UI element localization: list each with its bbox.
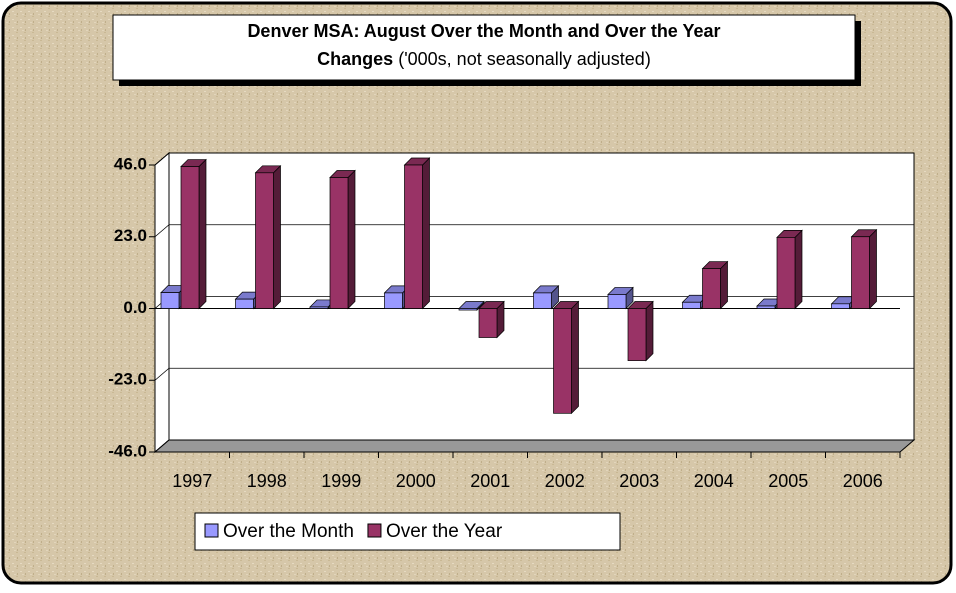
title-box xyxy=(112,14,856,81)
x-tick-label: 1999 xyxy=(321,471,361,491)
legend-swatch xyxy=(204,523,219,538)
legend-swatch xyxy=(367,523,382,538)
bar xyxy=(255,172,274,309)
bar xyxy=(180,166,200,309)
bar-side xyxy=(794,229,803,310)
grid-line-side xyxy=(154,152,170,166)
bar xyxy=(553,308,572,414)
bar-side xyxy=(869,228,877,310)
x-tick-label: 2002 xyxy=(545,471,585,491)
chart-title: Changes xyxy=(317,49,393,69)
bar-side xyxy=(198,158,207,310)
y-tick-label: 23.0 xyxy=(114,226,147,245)
plot-area: -46.0 -23.0 0.0 23.0 46.0 1997 1998 1999 2000 200… xyxy=(108,151,916,491)
bar xyxy=(851,236,870,309)
bar xyxy=(533,292,552,309)
floor xyxy=(153,439,916,453)
legend-label: Over the Month xyxy=(223,521,354,542)
bar xyxy=(458,308,478,311)
bar xyxy=(756,305,776,309)
bar-side xyxy=(720,260,728,310)
bar xyxy=(682,301,701,309)
bar-side xyxy=(571,300,579,415)
x-tick-label: 2003 xyxy=(619,471,659,491)
x-tick-label: 2000 xyxy=(396,471,436,491)
x-tick-label: 1998 xyxy=(247,471,287,491)
bar xyxy=(235,298,254,309)
x-tick-label: 2004 xyxy=(694,471,734,491)
y-tick-label: 46.0 xyxy=(114,154,147,173)
bar-side xyxy=(347,169,356,310)
grid-line-side xyxy=(154,439,170,453)
bar xyxy=(160,292,180,309)
bar-side xyxy=(645,300,654,362)
bar xyxy=(627,308,647,361)
legend-box xyxy=(194,512,621,551)
bar xyxy=(702,268,721,309)
y-tick-label: 0.0 xyxy=(123,298,147,317)
bar xyxy=(478,308,498,338)
bar xyxy=(776,237,796,309)
bar xyxy=(607,294,627,309)
x-tick-label: 1997 xyxy=(172,471,212,491)
grid-line-side xyxy=(154,367,170,381)
legend-label: Over the Year xyxy=(386,521,503,542)
subtitle: ('000s, not seasonally adjusted) xyxy=(398,49,651,69)
x-tick-label: 2006 xyxy=(843,471,883,491)
bar xyxy=(831,303,850,309)
x-tick-label: 2001 xyxy=(470,471,510,491)
y-tick-label: -23.0 xyxy=(108,370,147,389)
bar-side xyxy=(273,164,281,310)
bar xyxy=(309,306,329,309)
bar xyxy=(404,164,423,309)
chart-title-line: Changes ('000s, not seasonally adjusted) xyxy=(317,49,651,69)
bar xyxy=(329,177,349,309)
bar xyxy=(384,292,403,309)
chart-title: Denver MSA: August Over the Month and Ov… xyxy=(247,21,720,41)
bar-side xyxy=(422,157,430,310)
x-tick-label: 2005 xyxy=(768,471,808,491)
y-tick-label: -46.0 xyxy=(108,441,147,460)
grid-line-side xyxy=(154,224,170,238)
